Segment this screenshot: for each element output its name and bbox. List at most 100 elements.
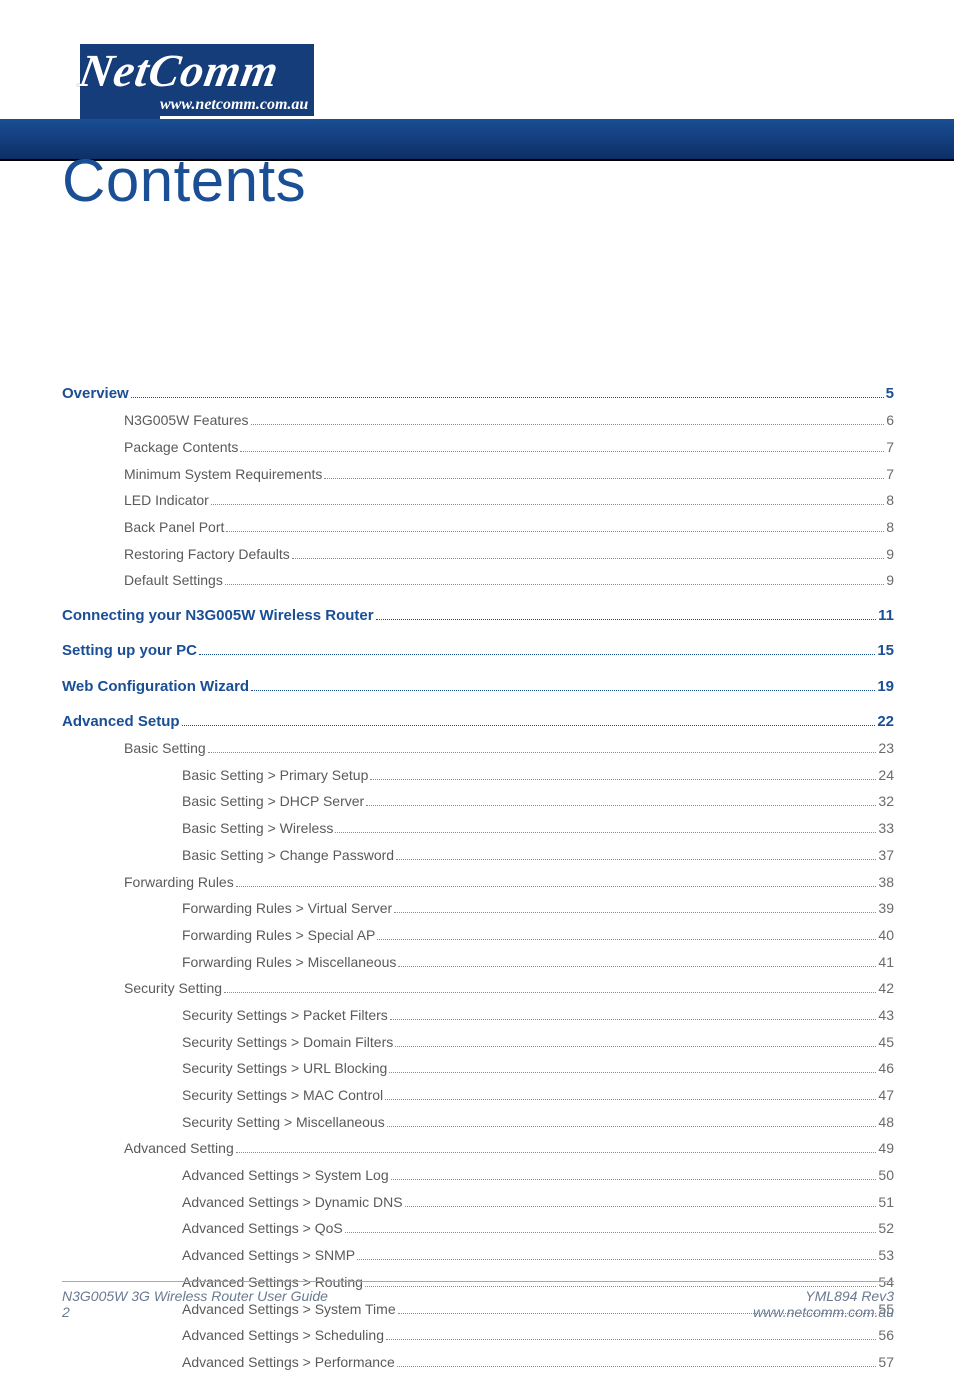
brand-url: www.netcomm.com.au [160,96,308,114]
page-header: NetComm www.netcomm.com.au ® [0,44,954,128]
brand-name: NetComm [75,44,318,97]
toc-label: Package Contents [62,437,238,459]
toc-leader-dots [251,690,875,691]
brand-underline [160,116,390,119]
toc-leader-dots [226,531,884,532]
toc-page: 6 [886,410,894,432]
toc-leader-dots [366,805,876,806]
toc-leader-dots [376,619,877,620]
toc-page: 42 [878,978,894,1000]
toc-leader-dots [389,1072,876,1073]
toc-page: 40 [878,925,894,947]
toc-leader-dots [345,1232,877,1233]
toc-entry: Security Settings > Packet Filters43 [62,1005,894,1027]
toc-leader-dots [208,752,877,753]
toc-entry: Advanced Settings > System Log50 [62,1165,894,1187]
toc-leader-dots [377,939,876,940]
toc-entry: Advanced Settings > Scheduling56 [62,1325,894,1347]
toc-page: 32 [878,791,894,813]
toc-page: 8 [886,517,894,539]
toc-page: 22 [877,710,894,733]
toc-page: 45 [878,1032,894,1054]
toc-page: 7 [886,464,894,486]
toc-page: 43 [878,1005,894,1027]
toc-label: Advanced Settings > SNMP [62,1245,355,1267]
toc-entry: Restoring Factory Defaults9 [62,544,894,566]
toc-section: Overview 5 [62,382,894,405]
toc-label: N3G005W Features [62,410,249,432]
toc-label: Default Settings [62,570,223,592]
toc-entry: Forwarding Rules > Special AP40 [62,925,894,947]
footer-right: YML894 Rev3 www.netcomm.com.au [753,1288,894,1320]
toc-entry: Advanced Setting49 [62,1138,894,1160]
toc-label: Security Settings > MAC Control [62,1085,383,1107]
toc-leader-dots [385,1099,876,1100]
toc-label: LED Indicator [62,490,209,512]
footer-doc-rev: YML894 Rev3 [753,1288,894,1304]
toc-label: Basic Setting > DHCP Server [62,791,364,813]
toc-page: 57 [878,1352,894,1374]
table-of-contents: Overview 5 N3G005W Features 6 Package Conte… [62,370,894,1379]
toc-entry: Forwarding Rules38 [62,872,894,894]
toc-entry: Forwarding Rules > Virtual Server39 [62,898,894,920]
toc-leader-dots [324,478,884,479]
toc-section: Advanced Setup 22 [62,710,894,733]
toc-label: Back Panel Port [62,517,224,539]
toc-label: Basic Setting > Change Password [62,845,394,867]
toc-entry: Security Settings > Domain Filters45 [62,1032,894,1054]
footer-url: www.netcomm.com.au [753,1304,894,1320]
toc-label: Advanced Settings > QoS [62,1218,343,1240]
toc-leader-dots [225,584,884,585]
toc-page: 9 [886,570,894,592]
toc-leader-dots [397,1366,877,1367]
toc-label: Minimum System Requirements [62,464,322,486]
page-footer: N3G005W 3G Wireless Router User Guide 2 … [62,1281,894,1320]
footer-page-number: 2 [62,1304,328,1320]
toc-entry: Security Settings > MAC Control 47 [62,1085,894,1107]
toc-leader-dots [405,1206,877,1207]
toc-entry: Security Setting 42 [62,978,894,1000]
toc-label: Advanced Settings > Performance [62,1352,395,1374]
toc-leader-dots [394,912,876,913]
toc-label: Basic Setting [62,738,206,760]
toc-entry: Basic Setting23 [62,738,894,760]
toc-leader-dots [370,779,876,780]
toc-leader-dots [236,886,877,887]
toc-entry: LED Indicator 8 [62,490,894,512]
toc-page: 49 [878,1138,894,1160]
toc-entry: Default Settings 9 [62,570,894,592]
toc-entry: Advanced Settings > Dynamic DNS51 [62,1192,894,1214]
toc-page: 41 [878,952,894,974]
toc-entry: Basic Setting > Change Password 37 [62,845,894,867]
document-page: NetComm www.netcomm.com.au ® Contents Ov… [0,0,954,1350]
toc-label: Web Configuration Wizard [62,675,249,698]
toc-leader-dots [390,1019,877,1020]
toc-page: 37 [878,845,894,867]
toc-label: Advanced Settings > Scheduling [62,1325,384,1347]
brand-logo: NetComm www.netcomm.com.au [80,44,314,97]
toc-page: 11 [878,604,894,627]
toc-label: Forwarding Rules [62,872,234,894]
toc-label: Advanced Settings > System Log [62,1165,389,1187]
toc-label: Security Setting [62,978,222,1000]
toc-entry: Package Contents7 [62,437,894,459]
toc-entry: Basic Setting > DHCP Server 32 [62,791,894,813]
toc-leader-dots [386,1339,876,1340]
toc-label: Restoring Factory Defaults [62,544,290,566]
toc-leader-dots [335,832,876,833]
toc-label: Advanced Setup [62,710,180,733]
toc-page: 8 [886,490,894,512]
toc-entry: Advanced Settings > Performance 57 [62,1352,894,1374]
toc-leader-dots [236,1152,877,1153]
toc-label: Forwarding Rules > Virtual Server [62,898,392,920]
toc-entry: Advanced Settings > SNMP53 [62,1245,894,1267]
toc-leader-dots [387,1126,877,1127]
toc-label: Advanced Settings > Dynamic DNS [62,1192,403,1214]
toc-entry: Basic Setting > Wireless33 [62,818,894,840]
toc-entry: Forwarding Rules > Miscellaneous41 [62,952,894,974]
toc-leader-dots [211,504,884,505]
toc-entry: Minimum System Requirements 7 [62,464,894,486]
toc-entry: Security Settings > URL Blocking46 [62,1058,894,1080]
toc-page: 47 [878,1085,894,1107]
toc-leader-dots [292,558,884,559]
